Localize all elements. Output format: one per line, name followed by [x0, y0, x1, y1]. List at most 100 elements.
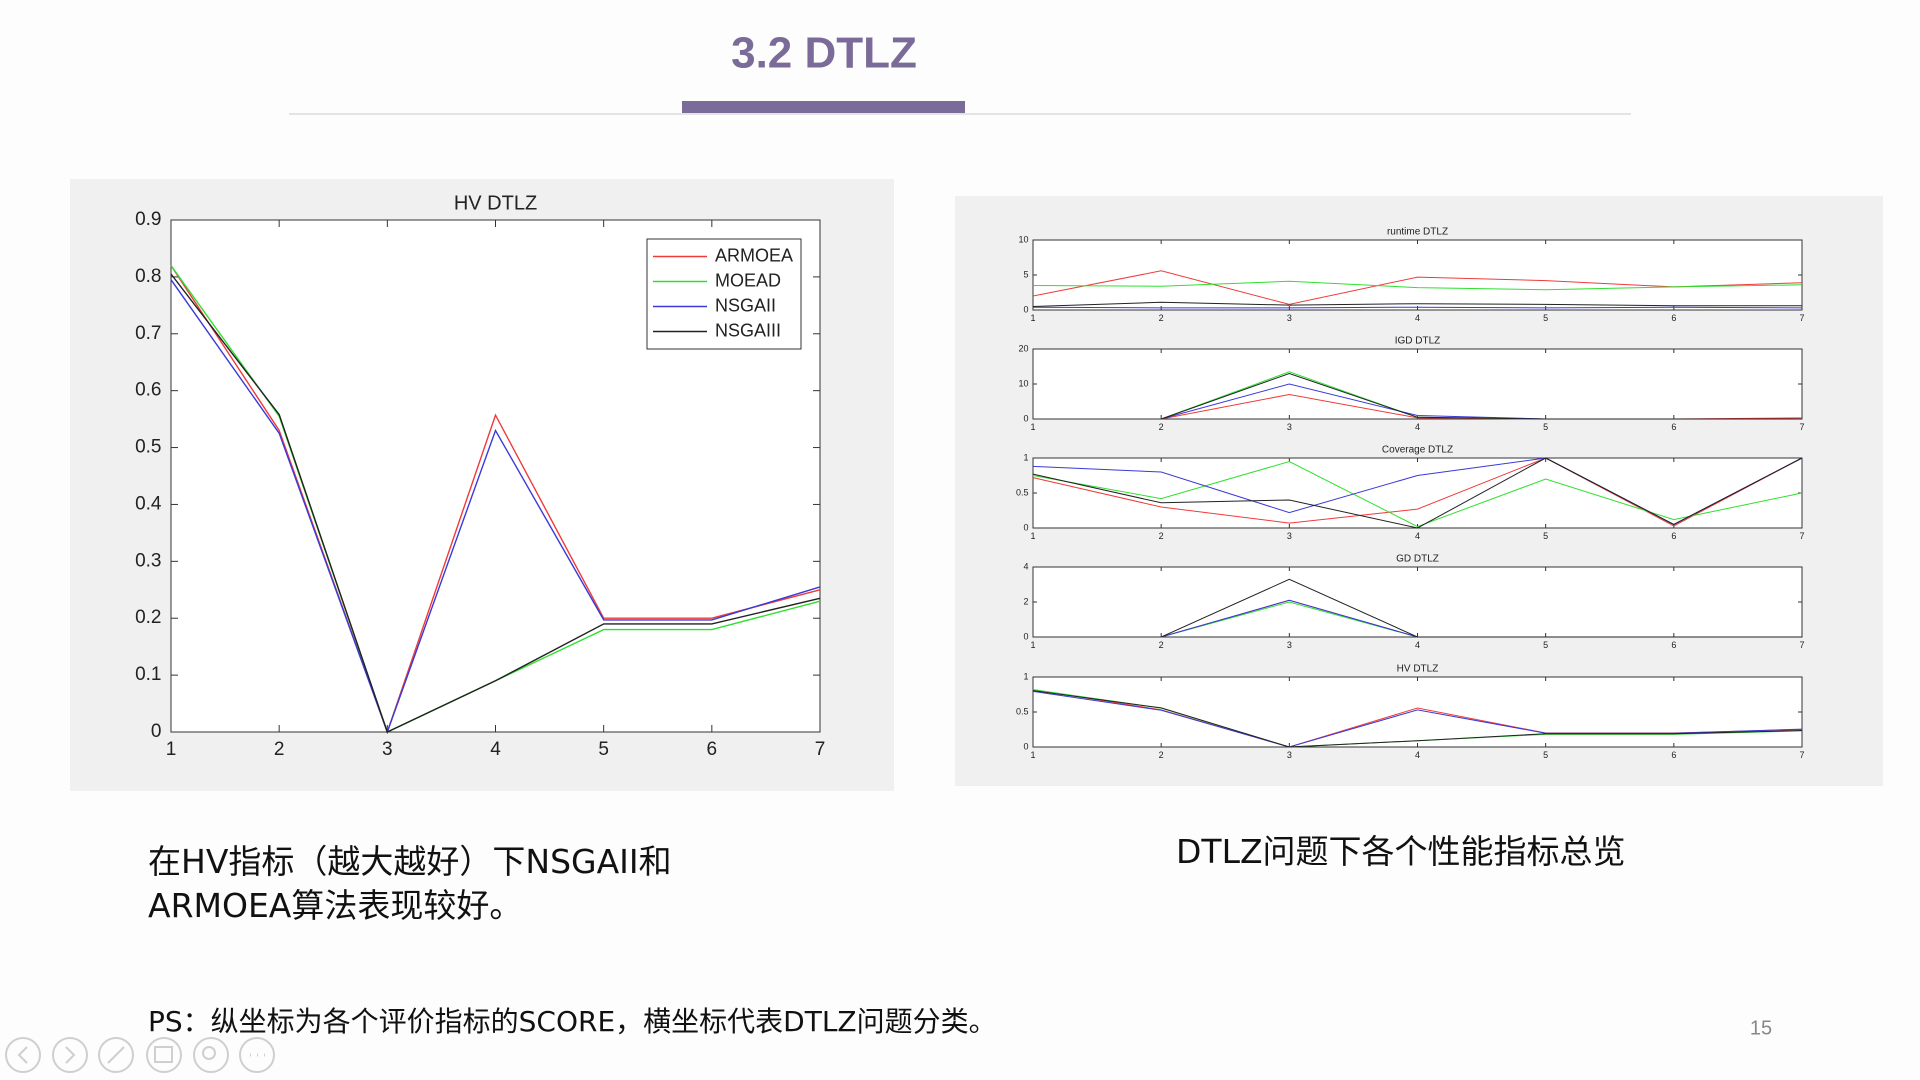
y-tick-label: 20 [1018, 343, 1028, 353]
x-tick-label: 2 [274, 739, 285, 760]
y-tick-label: 5 [1023, 269, 1028, 279]
y-tick-label: 0.5 [1016, 487, 1029, 497]
series-line [170, 273, 821, 733]
y-tick-label: 1 [1023, 671, 1028, 681]
x-tick-label: 6 [1671, 531, 1676, 541]
chart-title: IGD DTLZ [1395, 336, 1441, 347]
x-tick-label: 4 [1415, 313, 1420, 323]
y-tick-label: 0.7 [135, 323, 161, 344]
plot-area [1032, 676, 1803, 748]
x-tick-label: 1 [1030, 640, 1035, 650]
y-tick-label: 4 [1023, 561, 1028, 571]
zoom-button[interactable] [193, 1037, 229, 1073]
chart-title: runtime DTLZ [1387, 227, 1448, 238]
x-tick-label: 1 [1030, 422, 1035, 432]
y-tick-label: 10 [1018, 234, 1028, 244]
y-tick-label: 1 [1023, 452, 1028, 462]
y-tick-label: 0 [1023, 741, 1028, 751]
x-tick-label: 2 [1159, 531, 1164, 541]
chart-title: HV DTLZ [454, 192, 537, 214]
x-tick-label: 7 [1799, 313, 1804, 323]
slides-button[interactable] [146, 1037, 182, 1073]
x-tick-label: 5 [598, 739, 609, 760]
x-tick-label: 6 [1671, 422, 1676, 432]
x-tick-label: 3 [1287, 422, 1292, 432]
x-tick-label: 3 [1287, 531, 1292, 541]
x-tick-label: 2 [1159, 750, 1164, 760]
x-tick-label: 4 [1415, 422, 1420, 432]
series-line [1161, 372, 1802, 420]
series-line [1032, 301, 1802, 307]
y-tick-label: 0.8 [135, 266, 161, 287]
next-button[interactable] [52, 1037, 88, 1073]
pen-button[interactable] [98, 1037, 134, 1073]
y-tick-label: 0 [1023, 304, 1028, 314]
legend-label: ARMOEA [715, 245, 793, 265]
series-line [1032, 690, 1803, 748]
chart-title: Coverage DTLZ [1382, 445, 1453, 456]
x-tick-label: 7 [1799, 422, 1804, 432]
x-tick-label: 1 [166, 739, 177, 760]
x-tick-label: 2 [1159, 422, 1164, 432]
x-tick-label: 7 [1799, 750, 1804, 760]
series-line [1032, 457, 1803, 529]
series-line [1032, 460, 1803, 528]
y-tick-label: 0.9 [135, 209, 161, 230]
legend-box [646, 238, 802, 350]
page-number: 15 [1750, 1017, 1772, 1039]
x-tick-label: 2 [1159, 313, 1164, 323]
x-tick-label: 4 [1415, 640, 1420, 650]
x-tick-label: 6 [1671, 313, 1676, 323]
x-tick-label: 1 [1030, 313, 1035, 323]
y-tick-label: 0.3 [135, 550, 161, 571]
title-bar [682, 101, 965, 113]
toolbar [5, 1037, 275, 1073]
y-tick-label: 0.2 [135, 607, 161, 628]
y-tick-label: 0.5 [1016, 706, 1029, 716]
icon [17, 1046, 28, 1064]
x-tick-label: 3 [382, 739, 393, 760]
x-tick-label: 1 [1030, 750, 1035, 760]
legend-label: NSGAII [715, 295, 776, 315]
plot-area [1032, 239, 1803, 311]
series-line [1032, 457, 1803, 527]
icon [65, 1046, 76, 1064]
y-tick-label: 0.4 [135, 493, 162, 514]
x-tick-label: 3 [1287, 640, 1292, 650]
plot-area [1032, 566, 1803, 638]
x-tick-label: 6 [1671, 640, 1676, 650]
more-button[interactable] [239, 1037, 275, 1073]
y-tick-label: 2 [1023, 596, 1028, 606]
y-tick-label: 0.5 [135, 437, 161, 458]
x-tick-label: 5 [1543, 422, 1548, 432]
series-line [1032, 280, 1803, 291]
x-tick-label: 6 [1671, 750, 1676, 760]
y-tick-label: 0 [1023, 413, 1028, 423]
legend-label: NSGAIII [715, 320, 781, 340]
caption: DTLZ问题下各个性能指标总览 [1176, 832, 1626, 871]
x-tick-label: 7 [1799, 640, 1804, 650]
x-tick-label: 1 [1030, 531, 1035, 541]
x-tick-label: 2 [1159, 640, 1164, 650]
series-line [1032, 306, 1803, 309]
x-tick-label: 4 [1415, 750, 1420, 760]
x-tick-label: 3 [1287, 750, 1292, 760]
x-tick-label: 3 [1287, 313, 1292, 323]
x-tick-label: 5 [1543, 313, 1548, 323]
plot-area [1032, 348, 1803, 420]
legend-label: MOEAD [715, 270, 781, 290]
caption: 在HV指标（越大越好）下NSGAII和ARMOEA算法表现较好。 [148, 842, 672, 925]
chart-title: HV DTLZ [1397, 664, 1439, 675]
series-line [170, 265, 821, 735]
series-line [170, 279, 821, 735]
x-tick-label: 5 [1543, 750, 1548, 760]
x-tick-label: 4 [490, 739, 501, 760]
icon [107, 1046, 125, 1064]
x-tick-label: 7 [1799, 531, 1804, 541]
y-tick-label: 0 [1023, 631, 1028, 641]
prev-button[interactable] [5, 1037, 41, 1073]
y-tick-label: 0.1 [135, 664, 161, 685]
x-tick-label: 5 [1543, 531, 1548, 541]
